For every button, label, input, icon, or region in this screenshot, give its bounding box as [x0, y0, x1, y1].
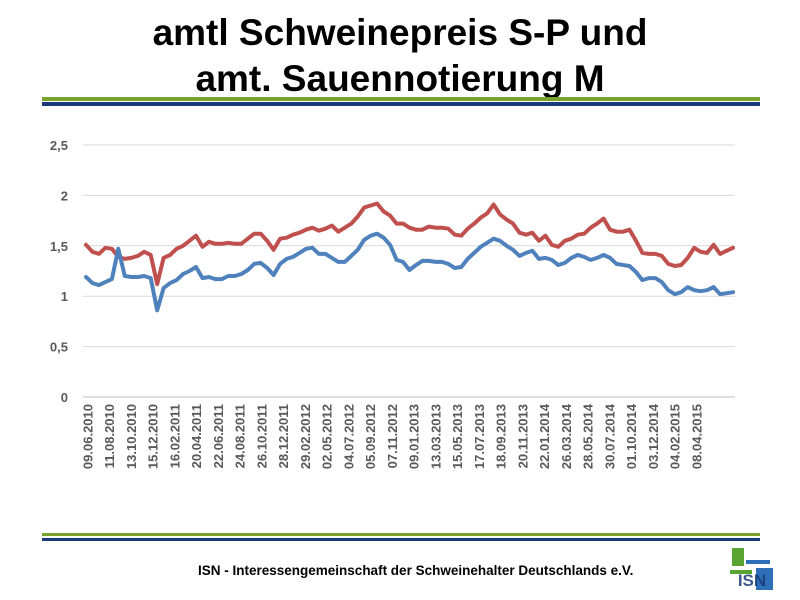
x-tick-label: 02.05.2012 — [320, 404, 335, 469]
y-tick-label: 2,5 — [50, 138, 68, 153]
x-tick-label: 29.02.2012 — [298, 404, 313, 469]
x-tick-label: 30.07.2014 — [602, 403, 617, 469]
x-tick-label: 16.02.2011 — [167, 404, 182, 468]
x-tick-label: 09.06.2010 — [80, 404, 95, 469]
isn-logo: ISN — [726, 546, 776, 592]
x-tick-label: 15.12.2010 — [146, 404, 161, 469]
series-line-1 — [84, 201, 735, 287]
x-tick-label: 28.12.2011 — [276, 404, 291, 468]
header-rule-green — [42, 97, 760, 101]
x-tick-label: 03.12.2014 — [646, 403, 661, 469]
x-tick-label: 18.09.2013 — [494, 404, 509, 469]
grid-lines — [83, 144, 735, 348]
slide-title-line-1: amtl Schweinepreis S-P und — [152, 12, 648, 53]
x-tick-label: 04.07.2012 — [341, 404, 356, 469]
series-lines — [84, 201, 735, 313]
y-axis-ticks: 0 0,5 1 1,5 2 2,5 — [50, 138, 68, 405]
header-rule-blue — [42, 102, 760, 106]
y-tick-label: 0 — [61, 390, 68, 405]
x-tick-label: 13.03.2013 — [428, 404, 443, 469]
x-tick-label: 26.10.2011 — [254, 404, 269, 468]
x-tick-label: 20.11.2013 — [515, 404, 530, 468]
x-tick-label: 15.05.2013 — [450, 404, 465, 469]
y-tick-label: 0,5 — [50, 340, 68, 355]
x-tick-label: 22.06.2011 — [211, 404, 226, 468]
x-tick-label: 05.09.2012 — [363, 404, 378, 469]
x-tick-label: 13.10.2010 — [124, 404, 139, 469]
x-tick-label: 22.01.2014 — [537, 403, 552, 469]
isn-logo-text: ISN — [738, 571, 766, 590]
x-tick-label: 09.01.2013 — [407, 404, 422, 469]
y-tick-label: 2 — [61, 188, 68, 203]
x-tick-label: 28.05.2014 — [581, 403, 596, 469]
x-tick-label: 20.04.2011 — [189, 404, 204, 468]
x-tick-label: 24.08.2011 — [233, 404, 248, 468]
footer-organization: ISN - Interessengemeinschaft der Schwein… — [198, 563, 634, 578]
x-axis-ticks: 09.06.2010 11.08.2010 13.10.2010 15.12.2010… — [80, 403, 704, 469]
x-tick-label: 17.07.2013 — [472, 404, 487, 469]
x-tick-label: 26.03.2014 — [559, 403, 574, 469]
slide-title: amtl Schweinepreis S-P und amt. Sauennot… — [0, 10, 800, 102]
y-tick-label: 1 — [61, 289, 68, 304]
footer-rule-blue — [42, 538, 760, 541]
x-tick-label: 11.08.2010 — [102, 404, 117, 468]
x-tick-label: 07.11.2012 — [385, 404, 400, 468]
slide-title-line-2: amt. Sauennotierung M — [195, 58, 605, 99]
x-tick-label: 04.02.2015 — [668, 404, 683, 469]
y-tick-label: 1,5 — [50, 239, 68, 254]
x-tick-label: 01.10.2014 — [624, 403, 639, 469]
footer-rule-green — [42, 533, 760, 536]
x-tick-label: 08.04.2015 — [689, 404, 704, 469]
series-line-2 — [84, 231, 735, 313]
